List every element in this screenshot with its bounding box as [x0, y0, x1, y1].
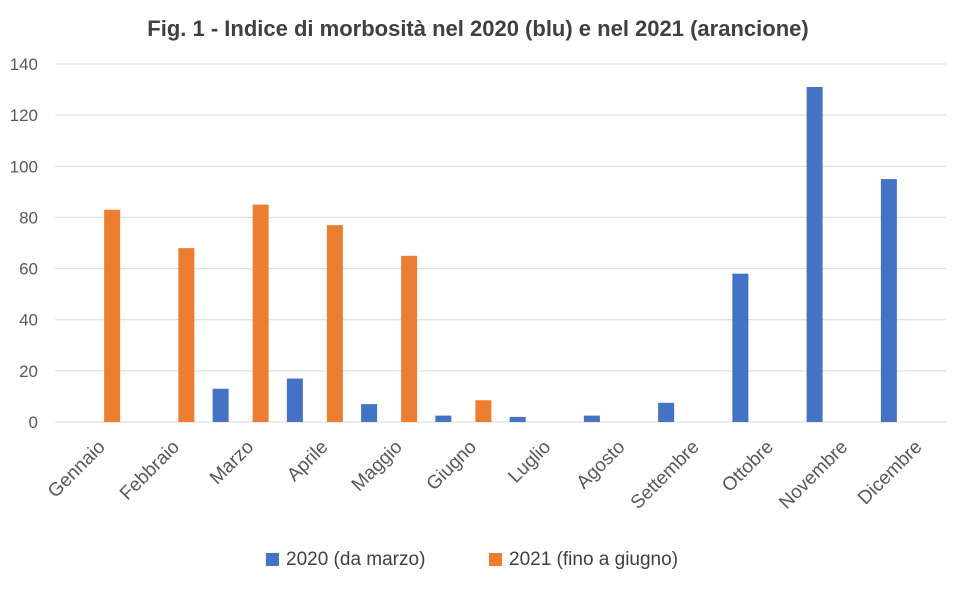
- chart-title: Fig. 1 - Indice di morbosità nel 2020 (b…: [147, 16, 808, 41]
- bar-series1-ottobre: [732, 273, 749, 422]
- x-category-label: Aprile: [283, 437, 332, 486]
- bar-series1-giugno: [435, 415, 452, 422]
- bar-series1-maggio: [361, 404, 378, 422]
- x-category-label: Settembre: [627, 437, 704, 514]
- bar-series1-agosto: [583, 415, 600, 422]
- legend-label: 2021 (fino a giugno): [509, 549, 678, 570]
- y-tick-label: 0: [29, 413, 38, 432]
- bar-series2-gennaio: [104, 209, 121, 422]
- legend-label: 2020 (da marzo): [286, 549, 425, 570]
- bar-series1-marzo: [212, 388, 229, 422]
- x-axis-categories: Gennaio Febbraio Marzo Aprile Maggio Giugno Lu…: [44, 437, 926, 514]
- x-category-label: Agosto: [573, 437, 630, 494]
- legend-swatch: [266, 553, 279, 566]
- y-axis-ticks: 0 20 40 60 80 100 120 140: [10, 55, 38, 432]
- bar-series1-novembre: [806, 87, 823, 422]
- bar-series1-settembre: [658, 402, 675, 422]
- y-tick-label: 80: [19, 208, 38, 227]
- y-tick-label: 100: [10, 157, 38, 176]
- y-tick-label: 120: [10, 106, 38, 125]
- x-category-label: Luglio: [504, 437, 555, 488]
- y-tick-label: 20: [19, 362, 38, 381]
- bars: [104, 87, 897, 422]
- y-tick-label: 140: [10, 55, 38, 74]
- legend: 2020 (da marzo) 2021 (fino a giugno): [266, 549, 678, 570]
- bar-series2-giugno: [475, 400, 492, 422]
- x-category-label: Gennaio: [44, 437, 110, 503]
- bar-series2-febbraio: [178, 248, 195, 422]
- bar-series1-luglio: [509, 416, 526, 422]
- gridlines: [55, 63, 946, 423]
- x-category-label: Ottobre: [718, 437, 778, 497]
- y-tick-label: 40: [19, 311, 38, 330]
- x-category-label: Giugno: [423, 437, 481, 495]
- bar-series1-aprile: [286, 378, 303, 422]
- x-category-label: Novembre: [775, 437, 852, 514]
- bar-series2-marzo: [252, 204, 269, 422]
- bar-series2-aprile: [326, 225, 343, 422]
- bar-series1-dicembre: [880, 179, 897, 422]
- bar-series2-maggio: [401, 255, 418, 422]
- x-category-label: Marzo: [206, 437, 258, 489]
- x-category-label: Dicembre: [854, 437, 926, 509]
- x-category-label: Febbraio: [116, 437, 184, 505]
- x-category-label: Maggio: [348, 437, 407, 496]
- y-tick-label: 60: [19, 260, 38, 279]
- legend-swatch: [489, 553, 502, 566]
